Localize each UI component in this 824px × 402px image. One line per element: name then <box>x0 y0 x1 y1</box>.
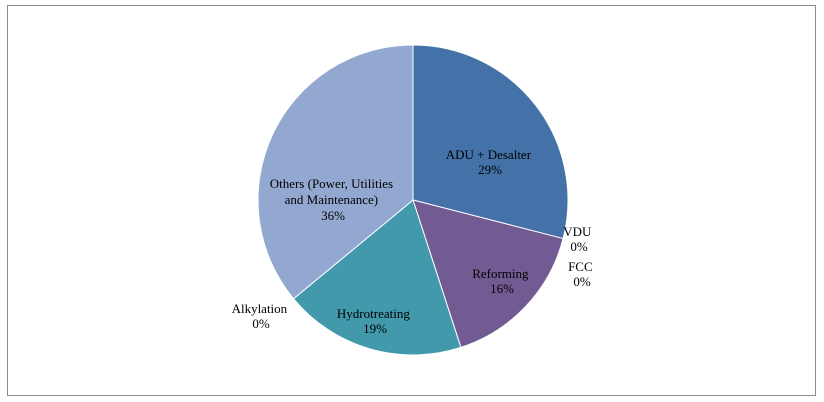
slice-label-reforming: Reforming 16% <box>472 266 532 296</box>
slice-name-vdu: VDU <box>563 224 592 239</box>
pie-slice-hydrotreating <box>292 199 462 356</box>
slice-label-alkylation: Alkylation 0% <box>232 301 291 331</box>
slice-name-others-line2: and Maintenance) <box>285 192 378 207</box>
slice-value-others: 36% <box>321 208 345 223</box>
slice-name-adu: ADU + Desalter <box>446 147 532 162</box>
slice-value-vdu: 0% <box>570 239 588 254</box>
slice-label-vdu: VDU 0% <box>563 224 594 254</box>
pie-slice-adu-desalter <box>412 44 569 240</box>
slice-name-alkylation: Alkylation <box>232 301 288 316</box>
slice-value-alkylation: 0% <box>252 316 270 331</box>
slice-label-hydrotreating: Hydrotreating 19% <box>337 306 413 336</box>
slice-value-fcc: 0% <box>573 274 591 289</box>
pie-slice-reforming <box>412 199 564 349</box>
slice-label-others: Others (Power, Utilities and Maintenance… <box>270 176 397 223</box>
slice-label-adu: ADU + Desalter 29% <box>446 147 535 177</box>
slice-name-others-line1: Others (Power, Utilities <box>270 176 393 191</box>
slice-value-hydrotreating: 19% <box>363 321 387 336</box>
pie-slice-others-power-utilities-and-maintenance <box>257 44 414 300</box>
slice-label-fcc: FCC 0% <box>568 259 596 289</box>
slice-name-hydrotreating: Hydrotreating <box>337 306 410 321</box>
slice-value-reforming: 16% <box>490 281 514 296</box>
pie-slices <box>257 44 569 356</box>
slice-value-adu: 29% <box>478 162 502 177</box>
slice-name-reforming: Reforming <box>472 266 529 281</box>
slice-name-fcc: FCC <box>568 259 593 274</box>
